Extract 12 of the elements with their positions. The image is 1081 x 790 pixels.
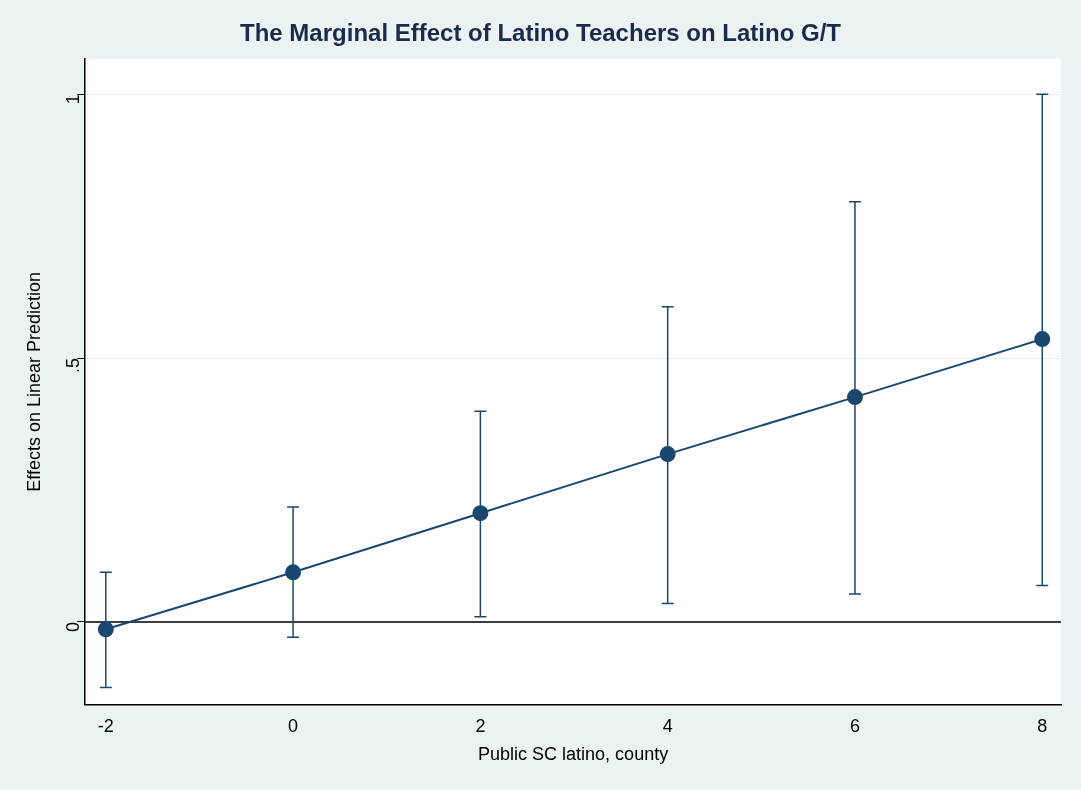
x-tick-label: -2: [97, 715, 114, 736]
x-axis-title: Public SC latino, county: [478, 744, 669, 765]
y-tick-label: 0: [63, 621, 84, 632]
x-tick-label: 2: [475, 715, 486, 736]
x-tick-label: 4: [662, 715, 673, 736]
y-tick-label: 1: [63, 94, 84, 105]
y-tick-label: .5: [63, 358, 84, 374]
chart-title: The Marginal Effect of Latino Teachers on Latino G/T: [240, 19, 842, 47]
x-tick-label: 0: [288, 715, 299, 736]
y-axis-title: Effects on Linear Prediction: [23, 271, 44, 492]
x-tick-label: 6: [849, 715, 860, 736]
x-tick-label: 8: [1037, 715, 1048, 736]
